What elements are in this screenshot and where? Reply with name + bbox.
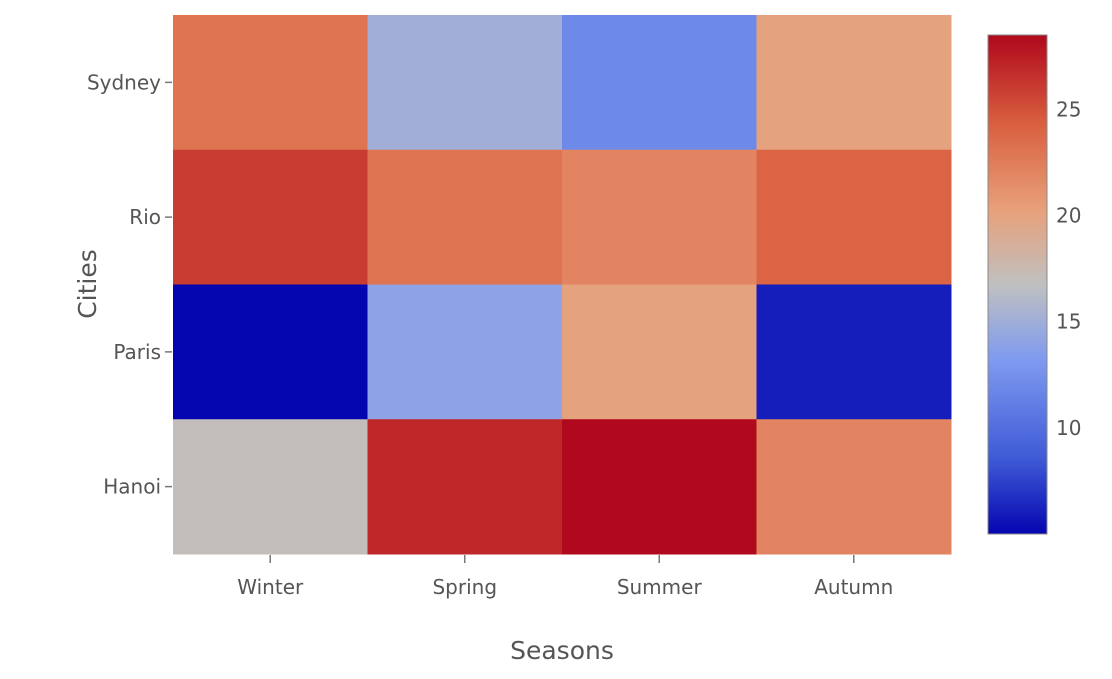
colorbar-tick-label: 25 [1056,97,1081,121]
heatmap-cell [756,419,952,555]
heatmap-cell [562,15,757,151]
heatmap-cell [173,149,368,285]
y-tick-label: Paris [113,340,161,364]
y-axis: Sydney Rio Paris Hanoi [87,70,172,499]
heatmap-cell [756,149,952,285]
y-tick-label: Rio [129,205,161,229]
x-axis: Winter Spring Summer Autumn [237,555,893,599]
heatmap-cell [562,419,757,555]
heatmap-cell [367,149,563,285]
heatmap-cells [173,15,952,555]
colorbar-tick-label: 20 [1056,203,1081,227]
y-axis-title: Cities [73,249,102,319]
heatmap-cell [562,149,757,285]
heatmap-cell [756,15,952,151]
x-axis-title: Seasons [510,636,614,665]
heatmap-cell [756,284,952,420]
heatmap-cell [173,419,368,555]
heatmap-cell [367,419,563,555]
x-tick-label: Summer [617,575,703,599]
colorbar-tick-label: 10 [1056,416,1081,440]
x-tick-label: Winter [237,575,304,599]
colorbar-tick-label: 15 [1056,310,1081,334]
heatmap-cell [562,284,757,420]
heatmap-cell [367,284,563,420]
colorbar-bar [987,34,1048,535]
y-tick-label: Hanoi [103,475,161,499]
x-tick-label: Spring [432,575,497,599]
y-tick-label: Sydney [87,70,161,94]
colorbar: 10 15 20 25 [987,34,1081,535]
heatmap-cell [173,15,368,151]
heatmap-cell [173,284,368,420]
x-tick-label: Autumn [814,575,893,599]
heatmap-cell [367,15,563,151]
